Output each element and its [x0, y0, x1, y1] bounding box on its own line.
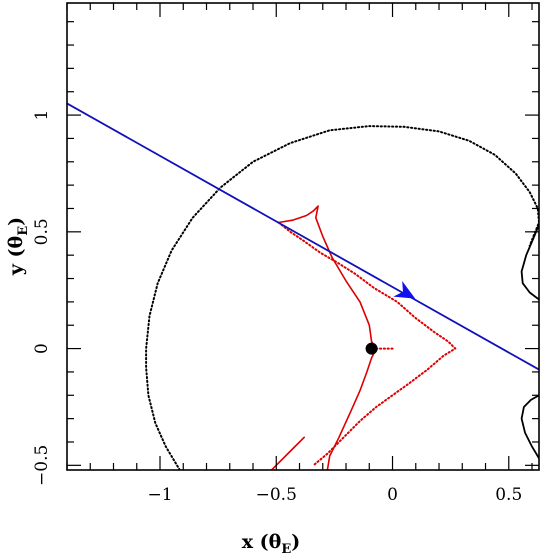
plot-frame	[66, 2, 540, 471]
trajectory-arrow	[393, 280, 416, 299]
x-tick-labels: −1 −0.5 0 0.5	[147, 485, 522, 505]
caustic-solid	[277, 205, 377, 470]
y-axis-label-symbol: θ	[5, 236, 27, 249]
y-tick-label: 0	[32, 343, 52, 354]
axes-frame	[66, 2, 540, 471]
x-tick-label: −1	[147, 485, 172, 505]
critical-curve-dotted	[145, 125, 539, 470]
lens-point	[365, 342, 378, 355]
y-axis-label: y (θE)	[5, 217, 31, 276]
x-tick-label: 0.5	[495, 485, 522, 505]
y-tick-label: −0.5	[32, 445, 52, 486]
caustic-dotted	[277, 221, 457, 467]
caustic-solid-short	[270, 436, 305, 470]
x-axis-label: x (θE)	[242, 531, 301, 555]
y-axis-label-close: )	[5, 217, 27, 226]
y-tick-label: 0.5	[32, 218, 52, 245]
x-tick-label: −0.5	[256, 485, 297, 505]
critical-curve-solid-upper	[520, 223, 539, 301]
x-axis-label-sub: E	[281, 542, 291, 555]
critical-curve-solid-lower	[520, 394, 539, 460]
y-tick-label: 1	[32, 110, 52, 121]
plot-elements	[67, 102, 539, 470]
y-axis-label-sub: E	[16, 226, 31, 236]
y-tick-labels: −0.5 0 0.5 1	[32, 110, 52, 486]
x-tick-label: 0	[387, 485, 398, 505]
x-axis-label-main: x (	[242, 531, 269, 553]
source-trajectory-line	[67, 102, 539, 371]
y-axis-label-main: y (	[5, 248, 27, 276]
x-axis-label-close: )	[291, 531, 300, 553]
x-axis-label-symbol: θ	[269, 531, 282, 553]
